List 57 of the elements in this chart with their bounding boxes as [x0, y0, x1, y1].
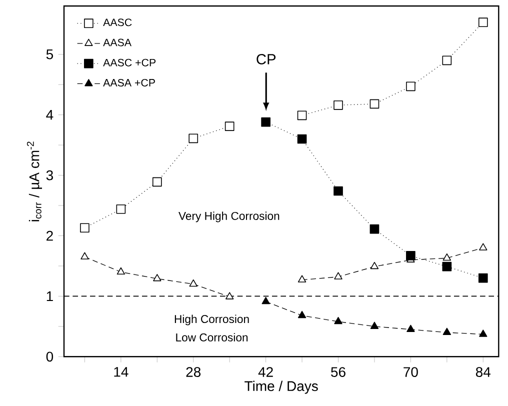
- point: [298, 275, 306, 282]
- y-tick-label: 5: [46, 49, 54, 60]
- x-tick-label: 70: [404, 367, 418, 377]
- point: [370, 322, 379, 329]
- point: [152, 177, 162, 187]
- point: [370, 224, 380, 234]
- point: [80, 223, 90, 233]
- point: [224, 122, 234, 131]
- point: [406, 82, 416, 92]
- x-tick-label: 42: [258, 367, 273, 377]
- point: [262, 296, 270, 304]
- point: [478, 18, 488, 27]
- annotation: Very High Corrosion: [178, 212, 280, 222]
- point: [334, 100, 343, 110]
- x-tick-label: 14: [114, 367, 128, 377]
- x-tick-label: 28: [186, 367, 201, 377]
- y-tick-label: 3: [46, 170, 53, 180]
- y-tick-label: 1: [46, 291, 53, 302]
- y-tick-label: 4: [46, 110, 54, 120]
- point: [189, 279, 198, 287]
- point: [406, 251, 416, 260]
- legend-label: AASC +CP: [103, 58, 156, 66]
- annotation: High Corrosion: [174, 314, 249, 326]
- point: [479, 330, 488, 337]
- point: [370, 99, 380, 109]
- point: [298, 310, 306, 318]
- y-tick-label: 0: [46, 352, 54, 362]
- point: [153, 274, 162, 282]
- point: [334, 186, 343, 196]
- x-tick-label: 84: [476, 367, 490, 377]
- point: [297, 110, 307, 120]
- point: [442, 262, 452, 272]
- point: [334, 272, 342, 280]
- x-axis-title: Time / Days: [244, 380, 318, 394]
- point: [442, 328, 452, 336]
- legend-label: AASC: [103, 18, 132, 26]
- y-axis-title: i$_{corr}$ / µA cm$^{-2}$: [26, 142, 42, 222]
- point: [370, 262, 379, 270]
- point: [188, 134, 198, 144]
- legend-label: AASA: [103, 38, 132, 46]
- point: [442, 253, 452, 261]
- point: [261, 117, 270, 127]
- point: [479, 243, 488, 250]
- point: [116, 204, 126, 214]
- annotation: Low Corrosion: [176, 333, 248, 342]
- point: [225, 292, 234, 300]
- point: [116, 267, 126, 275]
- legend-label: AASA +CP: [103, 78, 155, 87]
- x-tick-label: 56: [331, 367, 346, 377]
- annotation: CP: [256, 54, 276, 64]
- point: [406, 324, 415, 332]
- point: [334, 316, 342, 324]
- point: [297, 134, 307, 144]
- point: [80, 252, 89, 260]
- point: [478, 273, 488, 283]
- y-tick-label: 2: [46, 230, 53, 241]
- point: [442, 56, 452, 66]
